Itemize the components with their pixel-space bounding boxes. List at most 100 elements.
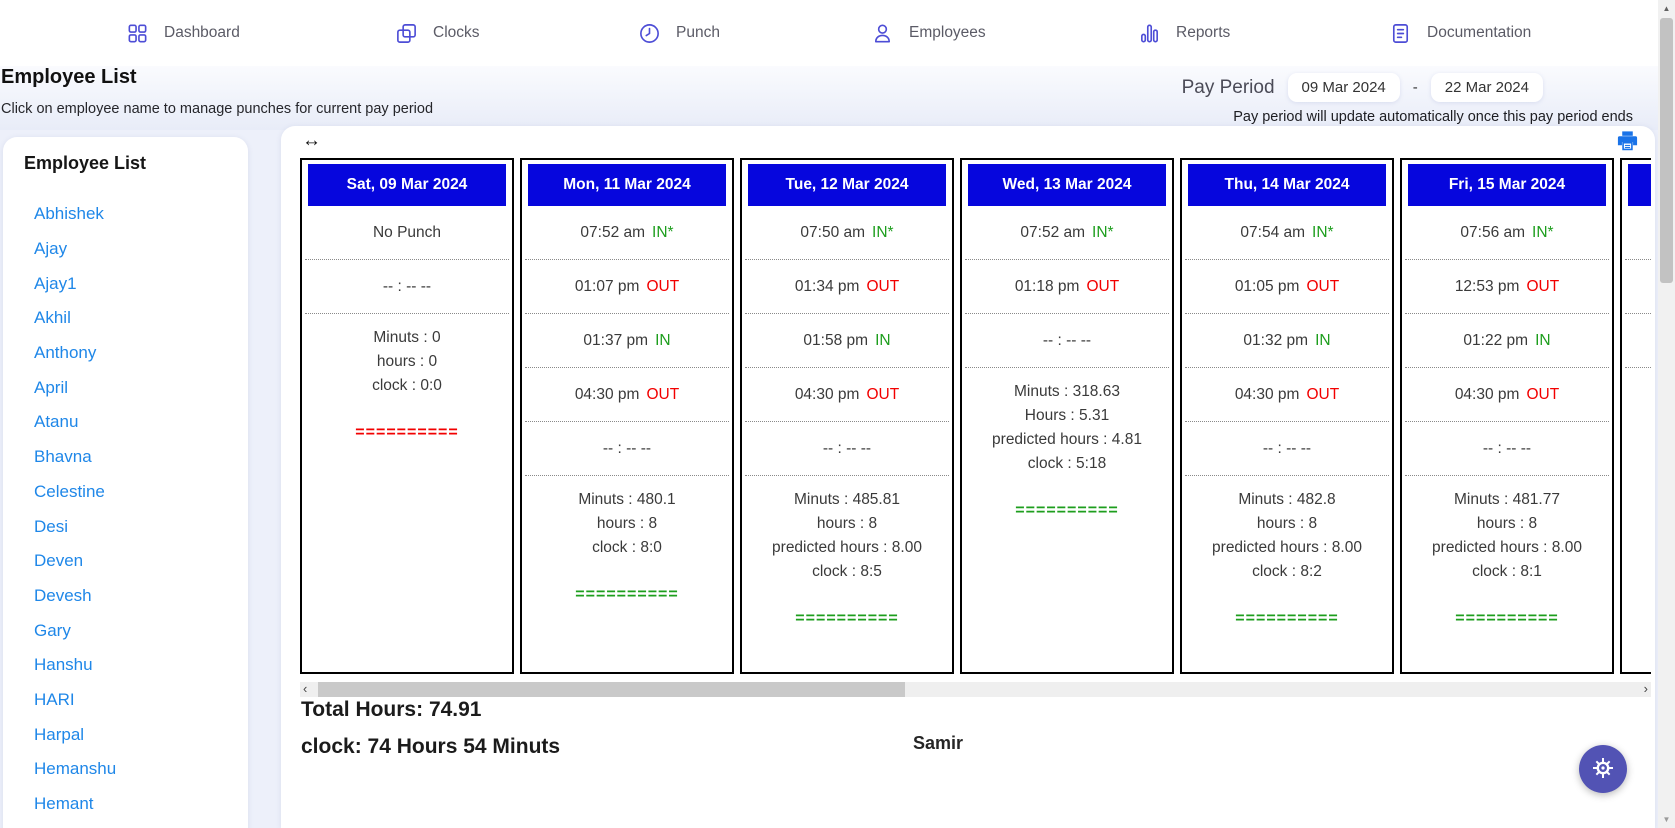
punch-direction-tag: OUT	[866, 385, 900, 403]
day-column: Sat, 09 Mar 2024 No Punch -- : -- -- Minuts…	[300, 158, 514, 674]
day-summary: Minuts : 481.77 hours : 8 predicted hours …	[1402, 476, 1612, 584]
employee-link[interactable]: Atanu	[34, 412, 79, 432]
print-button[interactable]	[1616, 129, 1639, 155]
punch-direction-tag: OUT	[646, 277, 680, 295]
punch-direction-tag: IN*	[652, 223, 674, 241]
employee-link[interactable]: Desi	[34, 516, 69, 536]
punch-cell: 04:30 pm OUT	[525, 368, 729, 422]
punch-time: 07:50 am	[800, 223, 866, 241]
punch-cell	[1625, 260, 1651, 314]
punch-time: -- : -- --	[822, 439, 872, 457]
day-column-header: Sat, 09 Mar 2024	[308, 164, 506, 206]
punch-direction-tag: IN	[1315, 331, 1331, 349]
scroll-left-arrow-icon[interactable]: ‹	[303, 681, 308, 696]
employee-link[interactable]: April	[34, 377, 69, 397]
employee-link[interactable]: Devesh	[34, 585, 92, 605]
employee-link[interactable]: Ajay1	[34, 273, 77, 293]
day-status-line: ==========	[1455, 610, 1559, 627]
punch-cell: 04:30 pm OUT	[745, 368, 949, 422]
grid-icon	[126, 22, 149, 45]
day-status-line: ==========	[795, 610, 899, 627]
punch-cell: 01:05 pm OUT	[1185, 260, 1389, 314]
punch-cell: 01:34 pm OUT	[745, 260, 949, 314]
day-status-line: ==========	[575, 586, 679, 603]
employee-link[interactable]: Akhil	[34, 308, 71, 328]
nav-item-label: Reports	[1176, 24, 1231, 41]
employee-link[interactable]: Gary	[34, 620, 71, 640]
day-status-line: ==========	[355, 424, 459, 441]
day-summary-line: Minuts : 482.8	[1238, 491, 1336, 508]
settings-fab[interactable]	[1579, 745, 1627, 793]
punch-time: -- : -- --	[1482, 439, 1532, 457]
punch-direction-tag: OUT	[1306, 277, 1340, 295]
day-summary-line: predicted hours : 8.00	[1212, 539, 1362, 556]
scroll-right-arrow-icon[interactable]: ›	[1643, 681, 1648, 696]
nav-item-reports[interactable]: Reports	[1138, 0, 1230, 66]
day-summary-line: hours : 8	[596, 515, 658, 532]
employee-link[interactable]: Hemant	[34, 794, 94, 814]
employee-link[interactable]: Celestine	[34, 481, 105, 501]
punch-cell	[1625, 206, 1651, 260]
punch-direction-tag: IN*	[1532, 223, 1554, 241]
punch-time: -- : -- --	[602, 439, 652, 457]
employee-link[interactable]: Anthony	[34, 343, 97, 363]
employee-link[interactable]: Harpal	[34, 724, 85, 744]
nav-item-label: Documentation	[1427, 24, 1532, 41]
day-column: Mon, 11 Mar 2024 07:52 am IN* 01:07 pm OUT 01…	[520, 158, 734, 674]
top-nav: Dashboard Clocks Punch Employees Reports Docu…	[0, 0, 1658, 66]
day-summary-line: predicted hours : 4.81	[992, 431, 1142, 448]
employee-link[interactable]: Hemanshu	[34, 759, 117, 779]
punch-cell: -- : -- --	[745, 422, 949, 476]
punch-time: 12:53 pm	[1454, 277, 1520, 295]
pay-period-row: Pay Period 09 Mar 2024 - 22 Mar 2024	[1182, 73, 1543, 102]
punch-time: 07:54 am	[1240, 223, 1306, 241]
horizontal-scrollbar-thumb[interactable]	[318, 682, 905, 697]
punch-time: 01:58 pm	[803, 331, 869, 349]
punch-cell: No Punch	[305, 206, 509, 260]
day-summary: Minuts : 480.1 hours : 8 clock : 8:0	[522, 476, 732, 560]
punch-cell: 07:52 am IN*	[525, 206, 729, 260]
day-summary-line: Minuts : 481.77	[1454, 491, 1560, 508]
day-summary-line: Minuts : 0	[373, 329, 441, 346]
punch-time: 01:07 pm	[574, 277, 640, 295]
punch-direction-tag: OUT	[1306, 385, 1340, 403]
bar-chart-icon	[1138, 22, 1161, 45]
vertical-scrollbar-thumb[interactable]	[1660, 18, 1673, 283]
punch-direction-tag: IN	[655, 331, 671, 349]
day-column-header: Wed, 13 Mar 2024	[968, 164, 1166, 206]
day-column: Fri, 15 Mar 2024 07:56 am IN* 12:53 pm OUT 01…	[1400, 158, 1614, 674]
pay-period-start-date[interactable]: 09 Mar 2024	[1287, 73, 1400, 102]
printer-icon	[1616, 131, 1639, 155]
punch-table: Sat, 09 Mar 2024 No Punch -- : -- -- Minuts…	[300, 158, 1651, 676]
horizontal-scrollbar[interactable]: ‹ ›	[300, 682, 1651, 697]
nav-item-employees[interactable]: Employees	[871, 0, 986, 66]
day-column	[1620, 158, 1651, 674]
day-summary-line: clock : 8:0	[592, 539, 662, 556]
punch-cell	[1625, 314, 1651, 368]
pay-period-end-date[interactable]: 22 Mar 2024	[1430, 73, 1543, 102]
employee-link[interactable]: Bhavna	[34, 447, 92, 467]
resize-horizontal-icon[interactable]: ↔	[302, 130, 321, 151]
day-summary-line: hours : 8	[1256, 515, 1318, 532]
nav-item-punch[interactable]: Punch	[638, 0, 720, 66]
punch-time: 04:30 pm	[1454, 385, 1520, 403]
day-column: Tue, 12 Mar 2024 07:50 am IN* 01:34 pm OUT 01…	[740, 158, 954, 674]
day-summary-line: predicted hours : 8.00	[1432, 539, 1582, 556]
employee-link[interactable]: Deven	[34, 551, 84, 571]
vertical-scrollbar[interactable]: ▲ ▼	[1658, 0, 1675, 828]
scroll-down-arrow-icon[interactable]: ▼	[1662, 815, 1671, 824]
timecard-panel: ↔ Sat, 09 Mar 2024 No Punch -- : -- -- Minu…	[281, 126, 1655, 828]
punch-cell: -- : -- --	[525, 422, 729, 476]
punch-cell: 01:22 pm IN	[1405, 314, 1609, 368]
employee-link[interactable]: Abhishek	[34, 204, 104, 224]
nav-item-dashboard[interactable]: Dashboard	[126, 0, 240, 66]
employee-link[interactable]: Ajay	[34, 239, 68, 259]
scroll-up-arrow-icon[interactable]: ▲	[1662, 4, 1671, 13]
employee-link[interactable]: HARI	[34, 689, 75, 709]
employee-link[interactable]: Hanshu	[34, 655, 93, 675]
day-summary: Minuts : 0 hours : 0 clock : 0:0	[302, 314, 512, 398]
nav-item-clocks[interactable]: Clocks	[395, 0, 480, 66]
day-summary-line: Minuts : 480.1	[578, 491, 676, 508]
nav-item-documentation[interactable]: Documentation	[1389, 0, 1531, 66]
total-clock-text: clock: 74 Hours 54 Minuts	[301, 735, 561, 758]
